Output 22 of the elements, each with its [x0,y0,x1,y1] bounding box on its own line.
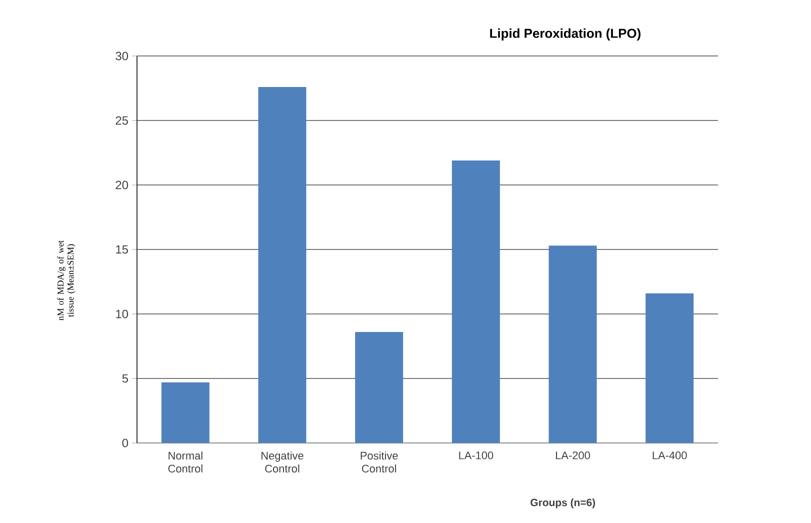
bar [355,332,404,443]
x-tick-label: LA-100 [459,452,494,460]
bar [161,382,210,443]
bar [548,246,597,443]
y-tick-label: 5 [122,374,128,383]
chart-title: Lipid Peroxidation (LPO) [490,28,640,40]
x-tick-label: Negative Control [262,452,304,473]
y-tick-label: 15 [116,245,128,254]
x-tick-label: Positive Control [360,452,398,473]
y-tick-label: 30 [116,52,128,60]
bar [646,293,694,443]
y-axis-title: nM of MDA/g of wet tissue (Mean±SEM) [57,240,76,320]
x-tick-label: LA-200 [556,452,590,460]
x-tick-label: Normal Control [168,452,202,473]
x-axis-title: Groups (n=6) [530,498,596,508]
bar [258,86,306,443]
y-tick-label: 0 [122,438,128,448]
y-tick-label: 10 [116,310,128,318]
y-tick-label: 20 [116,180,128,190]
y-tick-label: 25 [116,116,128,125]
bar [452,160,500,443]
x-tick-label: LA-400 [652,452,687,460]
